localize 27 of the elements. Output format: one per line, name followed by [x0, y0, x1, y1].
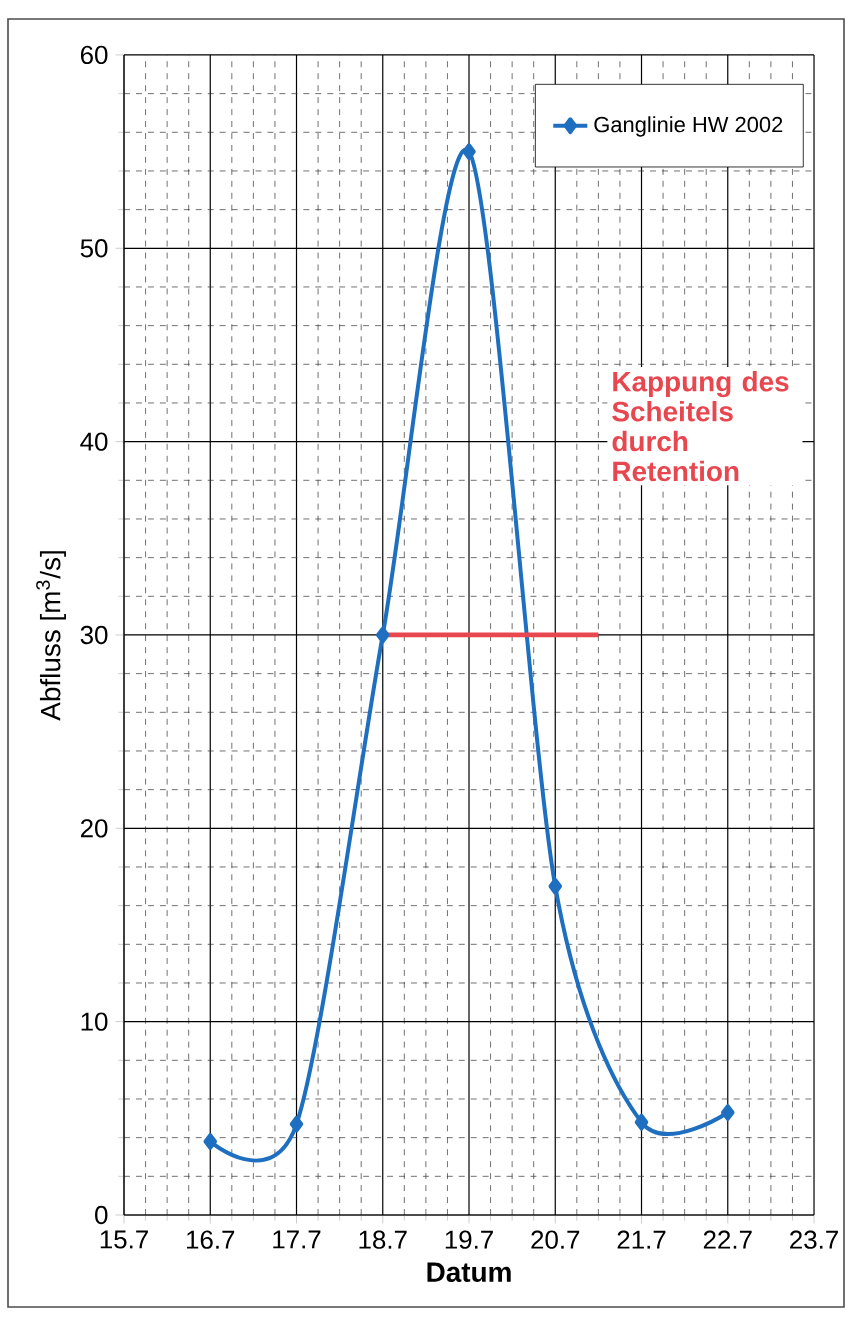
- point: [375, 626, 390, 644]
- x-tick-label: 22.7: [703, 1230, 752, 1249]
- y-tick-label: 10: [81, 1012, 108, 1031]
- x-tick-label: 23.7: [790, 1230, 838, 1249]
- x-tick-label: 19.7: [445, 1230, 493, 1249]
- x-tick-label: 18.7: [359, 1230, 407, 1249]
- x-tick-label: 21.7: [617, 1230, 666, 1249]
- y-axis-title: Abfluss [m$^{3}$/s]: [36, 551, 66, 721]
- y-tick-label: 60: [80, 45, 108, 65]
- point: [289, 1115, 304, 1133]
- point: [548, 877, 563, 895]
- y-tick-label: 30: [80, 625, 108, 645]
- x-axis-title: Datum: [427, 1262, 511, 1283]
- y-tick-label: 40: [80, 432, 108, 451]
- y-tick-label: 50: [80, 239, 108, 258]
- x-tick-label: 17.7: [273, 1230, 321, 1249]
- point: [720, 1104, 735, 1121]
- x-tick-label: 16.7: [187, 1230, 235, 1249]
- legend-label: Ganglinie HW 2002: [594, 116, 783, 137]
- point: [634, 1113, 649, 1131]
- x-tick-label: 20.7: [531, 1230, 580, 1249]
- point: [462, 143, 476, 160]
- annotation: Kappung des Scheitels durch Retention: [612, 371, 789, 482]
- y-tick-label: 0: [95, 1205, 108, 1225]
- x-tick-label: 15.7: [100, 1230, 148, 1249]
- y-tick-label: 20: [80, 819, 108, 838]
- point: [203, 1133, 218, 1150]
